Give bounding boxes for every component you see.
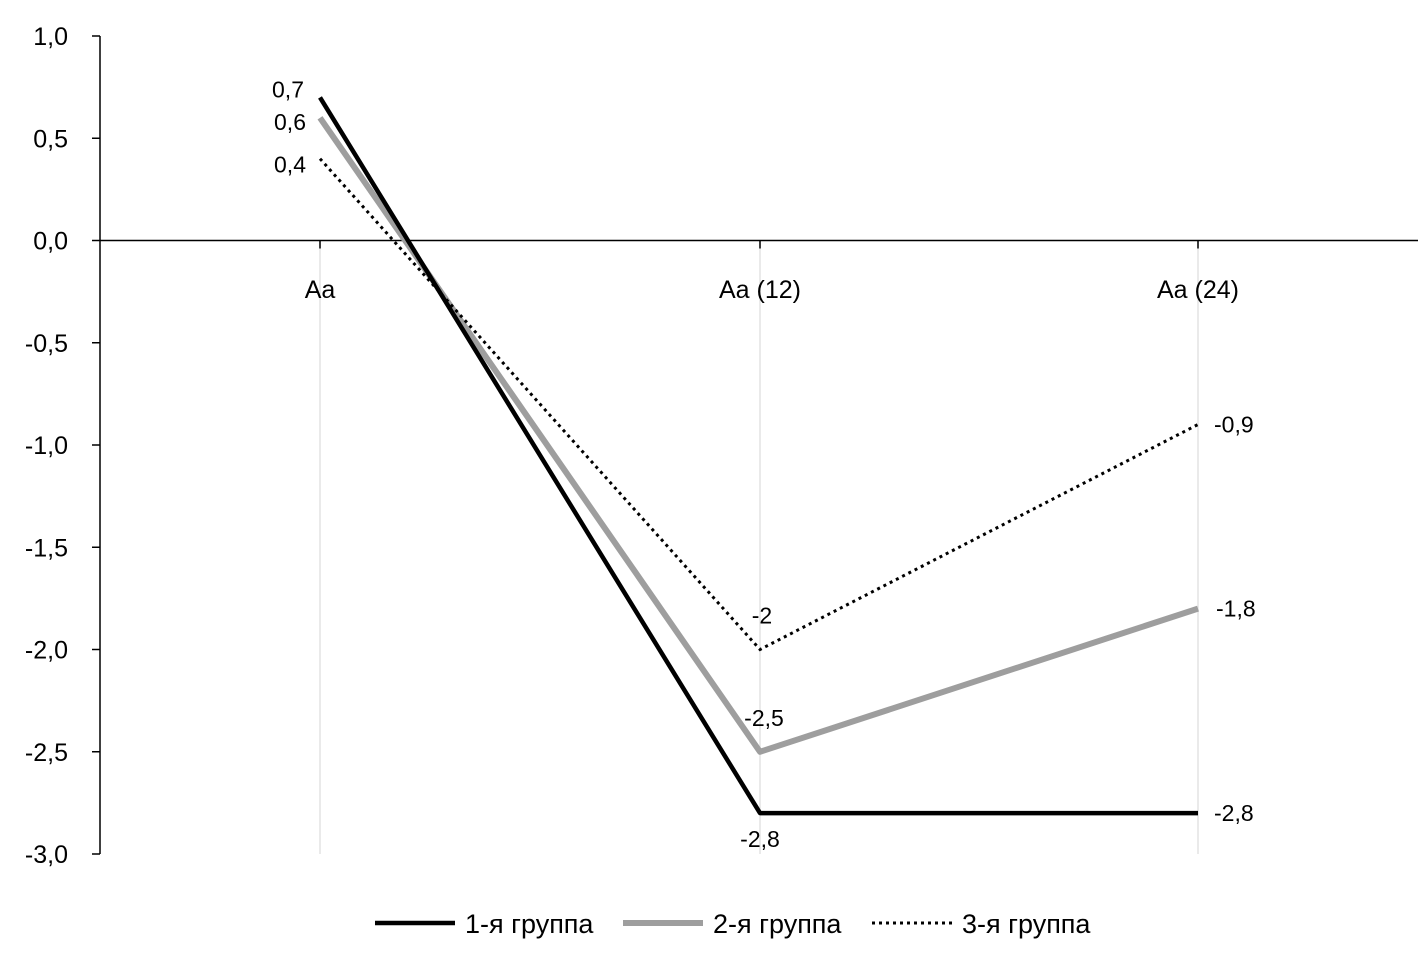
category-guides bbox=[319, 240, 1199, 854]
y-tick-label: -2,5 bbox=[25, 739, 68, 767]
legend: 1-я группа 2-я группа 3-я группа bbox=[375, 909, 1091, 939]
y-tick-label: 1,0 bbox=[33, 23, 68, 51]
y-tick-label: -1,5 bbox=[25, 534, 68, 562]
y-tick-label: -3,0 bbox=[25, 841, 68, 869]
x-tick-label: Aa (12) bbox=[719, 276, 801, 304]
data-label-s2-p1: 0,6 bbox=[274, 109, 306, 135]
data-label-s1-p3: -2,8 bbox=[1214, 800, 1254, 826]
data-label-s3-p2: -2 bbox=[752, 603, 772, 629]
series-line-2 bbox=[317, 116, 1199, 755]
data-label-s3-p1: 0,4 bbox=[274, 152, 306, 178]
y-tick-label: 0,5 bbox=[33, 125, 68, 153]
y-tick-label: -2,0 bbox=[25, 637, 68, 665]
y-axis-ticks: 1,0 0,5 0,0 -0,5 -1,0 -1,5 -2,0 -2,5 -3,0 bbox=[25, 23, 100, 869]
data-label-s2-p2: -2,5 bbox=[744, 705, 784, 731]
legend-label-2-я-группа: 2-я группа bbox=[713, 909, 842, 939]
series-lines bbox=[317, 96, 1199, 816]
legend-label-3-я-группа: 3-я группа bbox=[962, 909, 1091, 939]
y-tick-label: -1,0 bbox=[25, 432, 68, 460]
data-label-s1-p2: -2,8 bbox=[740, 826, 780, 852]
data-label-s1-p1: 0,7 bbox=[272, 76, 304, 102]
data-label-s3-p3: -0,9 bbox=[1214, 412, 1254, 438]
x-tick-label: Aa bbox=[305, 276, 336, 304]
data-label-s2-p3: -1,8 bbox=[1216, 596, 1256, 622]
x-axis-ticks: Aa Aa (12) Aa (24) bbox=[305, 240, 1239, 304]
y-tick-label: -0,5 bbox=[25, 330, 68, 358]
legend-label-1-я-группа: 1-я группа bbox=[465, 909, 594, 939]
y-tick-label: 0,0 bbox=[33, 228, 68, 256]
series-line-1 bbox=[318, 96, 1198, 816]
x-tick-label: Aa (24) bbox=[1157, 276, 1239, 304]
series-line-3 bbox=[318, 157, 1199, 652]
data-labels: 0,7 -2,8 -2,8 0,6 -2,5 -1,8 0,4 -2 -0,9 bbox=[272, 76, 1256, 852]
